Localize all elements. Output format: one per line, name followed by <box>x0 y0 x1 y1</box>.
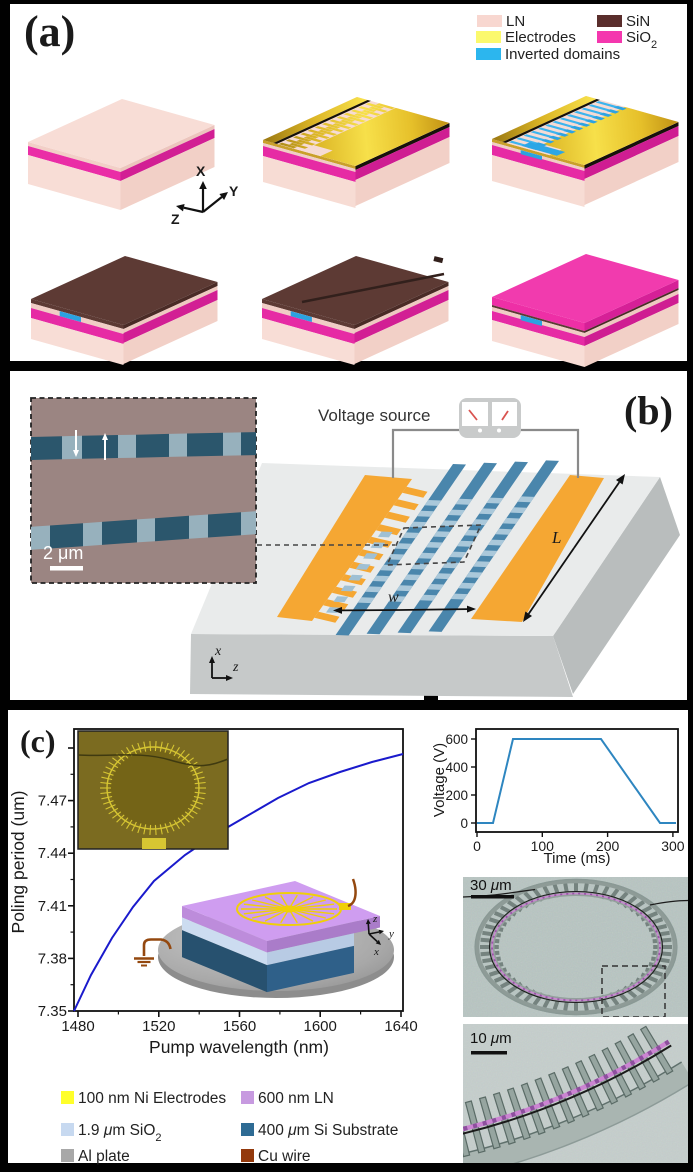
svg-text:1480: 1480 <box>61 1018 94 1035</box>
svg-text:30 μm: 30 μm <box>470 877 512 894</box>
svg-text:Voltage (V): Voltage (V) <box>431 743 448 817</box>
svg-text:Cu wire: Cu wire <box>258 1148 311 1165</box>
svg-text:0: 0 <box>460 816 468 831</box>
svg-text:1.9 μm SiO2: 1.9 μm SiO2 <box>78 1122 162 1144</box>
svg-text:SiO2: SiO2 <box>626 29 657 51</box>
svg-text:1520: 1520 <box>142 1018 175 1035</box>
svg-text:300: 300 <box>661 838 685 854</box>
svg-text:Y: Y <box>229 183 239 199</box>
svg-text:100: 100 <box>531 838 555 854</box>
svg-text:x: x <box>373 946 379 958</box>
svg-text:Time (ms): Time (ms) <box>544 850 611 867</box>
svg-text:10 μm: 10 μm <box>470 1030 512 1047</box>
svg-text:600 nm LN: 600 nm LN <box>258 1090 334 1107</box>
svg-text:L: L <box>551 528 561 547</box>
svg-text:7.47: 7.47 <box>38 793 67 810</box>
svg-text:Voltage source: Voltage source <box>318 406 430 425</box>
svg-text:2 μm: 2 μm <box>43 543 83 563</box>
svg-text:z: z <box>372 913 378 925</box>
svg-text:200: 200 <box>445 788 468 803</box>
svg-text:Z: Z <box>171 211 180 227</box>
svg-text:Electrodes: Electrodes <box>505 29 576 46</box>
svg-text:1640: 1640 <box>384 1018 417 1035</box>
svg-text:7.35: 7.35 <box>38 1003 67 1020</box>
svg-text:(a): (a) <box>24 7 75 56</box>
svg-text:X: X <box>196 163 206 179</box>
svg-text:7.44: 7.44 <box>38 845 67 862</box>
svg-text:1600: 1600 <box>304 1018 337 1035</box>
svg-text:LN: LN <box>506 13 525 30</box>
svg-text:w: w <box>388 589 399 606</box>
svg-text:x: x <box>214 644 222 659</box>
svg-text:200: 200 <box>596 838 620 854</box>
svg-text:400: 400 <box>445 760 468 775</box>
svg-text:Inverted domains: Inverted domains <box>505 46 620 63</box>
svg-text:SiN: SiN <box>626 13 650 30</box>
svg-text:y: y <box>388 928 394 940</box>
svg-text:z: z <box>232 660 239 675</box>
svg-text:1560: 1560 <box>223 1018 256 1035</box>
svg-text:7.41: 7.41 <box>38 898 67 915</box>
svg-text:100 nm Ni Electrodes: 100 nm Ni Electrodes <box>78 1090 226 1107</box>
svg-text:0: 0 <box>473 838 481 854</box>
svg-text:600: 600 <box>445 732 468 747</box>
svg-text:(c): (c) <box>20 723 56 759</box>
svg-text:400 μm Si Substrate: 400 μm Si Substrate <box>258 1122 398 1139</box>
svg-text:Pump wavelength (nm): Pump wavelength (nm) <box>149 1037 329 1057</box>
svg-text:Al plate: Al plate <box>78 1148 130 1165</box>
svg-text:(b): (b) <box>624 388 673 433</box>
svg-text:7.38: 7.38 <box>38 950 67 967</box>
svg-text:Poling period (um): Poling period (um) <box>8 791 28 934</box>
